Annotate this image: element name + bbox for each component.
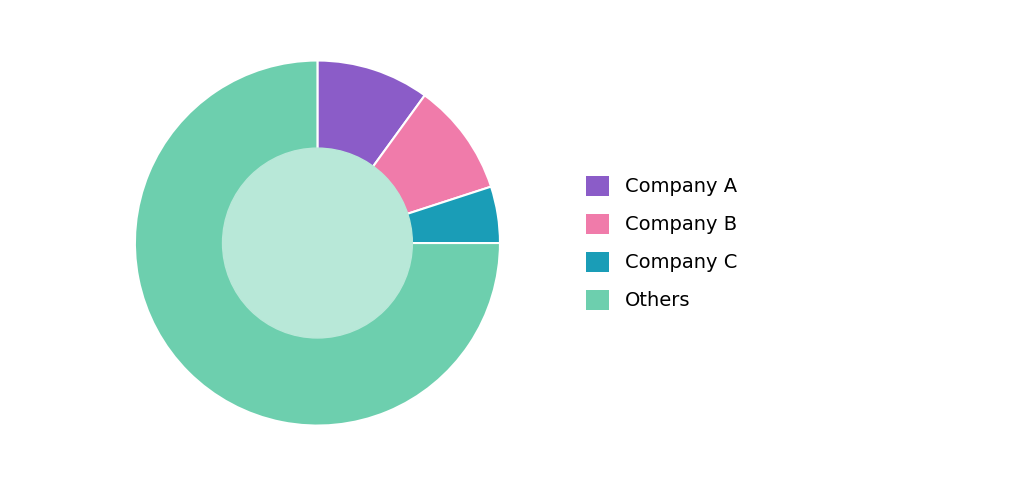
- Circle shape: [222, 148, 413, 338]
- Wedge shape: [317, 186, 500, 243]
- Legend: Company A, Company B, Company C, Others: Company A, Company B, Company C, Others: [579, 168, 744, 318]
- Wedge shape: [135, 61, 500, 426]
- Wedge shape: [317, 95, 492, 243]
- Wedge shape: [317, 61, 425, 243]
